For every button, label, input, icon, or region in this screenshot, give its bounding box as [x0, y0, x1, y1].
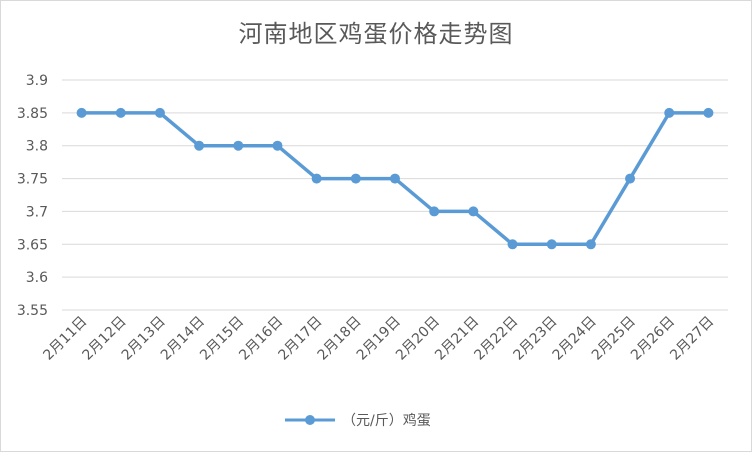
- y-tick-label: 3.65: [17, 237, 48, 253]
- data-point: [311, 173, 322, 184]
- y-tick-label: 3.85: [17, 106, 48, 122]
- series-group: [76, 107, 714, 250]
- y-tick-label: 3.8: [26, 139, 48, 155]
- chart-title: 河南地区鸡蛋价格走势图: [238, 20, 514, 48]
- x-axis-ticks: 2月11日2月12日2月13日2月14日2月15日2月16日2月17日2月18日…: [40, 314, 717, 364]
- y-tick-label: 3.9: [26, 73, 48, 89]
- data-point: [507, 239, 518, 250]
- data-point: [76, 107, 87, 118]
- data-point: [350, 173, 361, 184]
- data-point: [585, 239, 596, 250]
- data-point: [429, 206, 440, 217]
- legend: （元/斤）鸡蛋: [285, 412, 431, 429]
- y-tick-label: 3.55: [17, 303, 48, 319]
- data-point: [546, 239, 557, 250]
- data-point: [154, 107, 165, 118]
- data-point: [664, 107, 675, 118]
- legend-label: （元/斤）鸡蛋: [342, 412, 431, 429]
- data-point: [625, 173, 636, 184]
- x-tick-label: 2月27日: [667, 314, 717, 364]
- y-tick-label: 3.7: [26, 204, 48, 220]
- data-point: [468, 206, 479, 217]
- data-point: [115, 107, 126, 118]
- y-axis-ticks: 3.55 3.6 3.65 3.7 3.75 3.8 3.85 3.9: [17, 73, 48, 319]
- data-point: [194, 140, 205, 151]
- data-point: [233, 140, 244, 151]
- grid-lines: [62, 79, 728, 311]
- legend-marker: [305, 415, 315, 425]
- data-point: [272, 140, 283, 151]
- y-tick-label: 3.6: [26, 270, 48, 286]
- y-tick-label: 3.75: [17, 172, 48, 188]
- data-point: [390, 173, 400, 184]
- data-point: [703, 107, 714, 118]
